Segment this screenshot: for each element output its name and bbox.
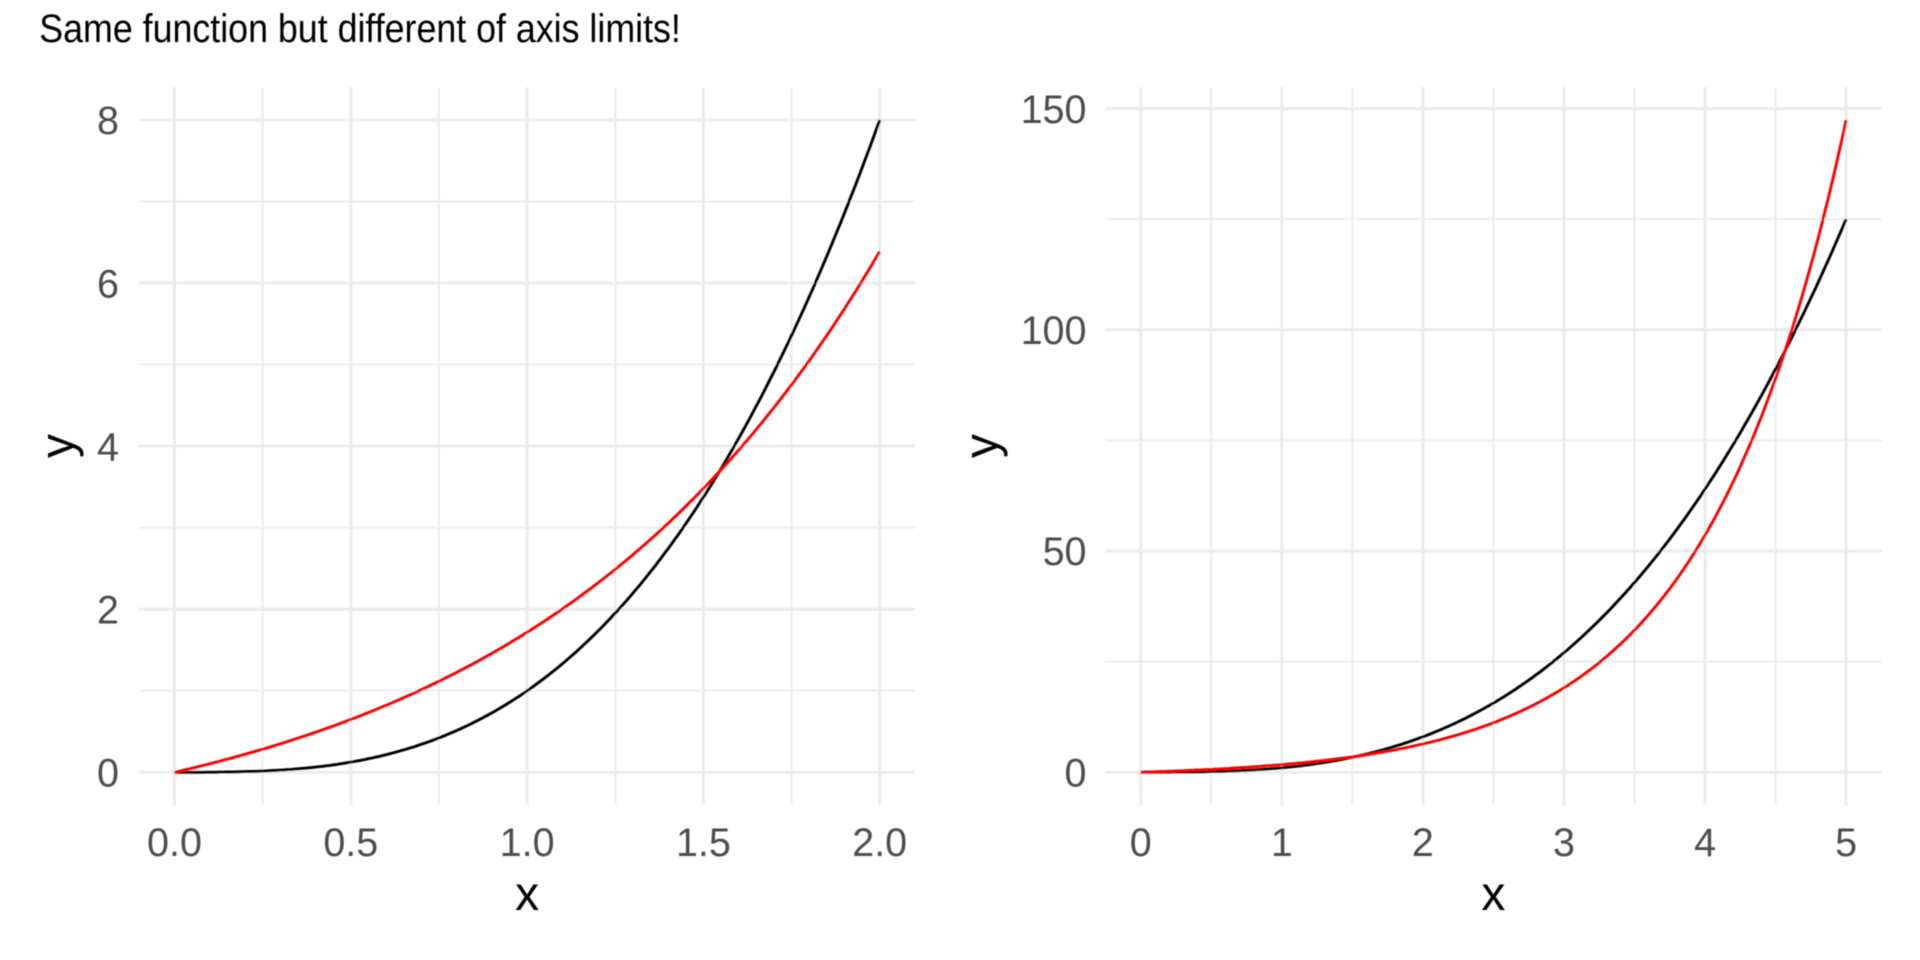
svg-text:0: 0 [1065,751,1087,795]
svg-text:2: 2 [97,588,119,632]
svg-text:3: 3 [1553,821,1575,865]
svg-text:0: 0 [1130,821,1152,865]
svg-text:x: x [1481,868,1505,921]
svg-text:8: 8 [97,99,119,143]
svg-text:Same function but different of: Same function but different of axis limi… [39,7,681,51]
svg-text:2.0: 2.0 [852,821,907,865]
svg-text:50: 50 [1043,530,1087,574]
svg-text:4: 4 [97,425,119,469]
svg-text:2: 2 [1412,821,1434,865]
svg-text:5: 5 [1835,821,1857,865]
svg-text:0.5: 0.5 [323,821,378,865]
svg-text:y: y [32,434,85,458]
svg-text:100: 100 [1021,309,1087,353]
svg-text:1.0: 1.0 [500,821,555,865]
svg-text:4: 4 [1694,821,1716,865]
svg-text:1: 1 [1271,821,1293,865]
svg-text:150: 150 [1021,88,1087,132]
svg-text:y: y [956,434,1009,458]
svg-text:0: 0 [97,752,119,796]
svg-text:1.5: 1.5 [676,821,731,865]
svg-text:6: 6 [97,262,119,306]
svg-text:x: x [515,868,539,921]
svg-text:0.0: 0.0 [147,821,202,865]
